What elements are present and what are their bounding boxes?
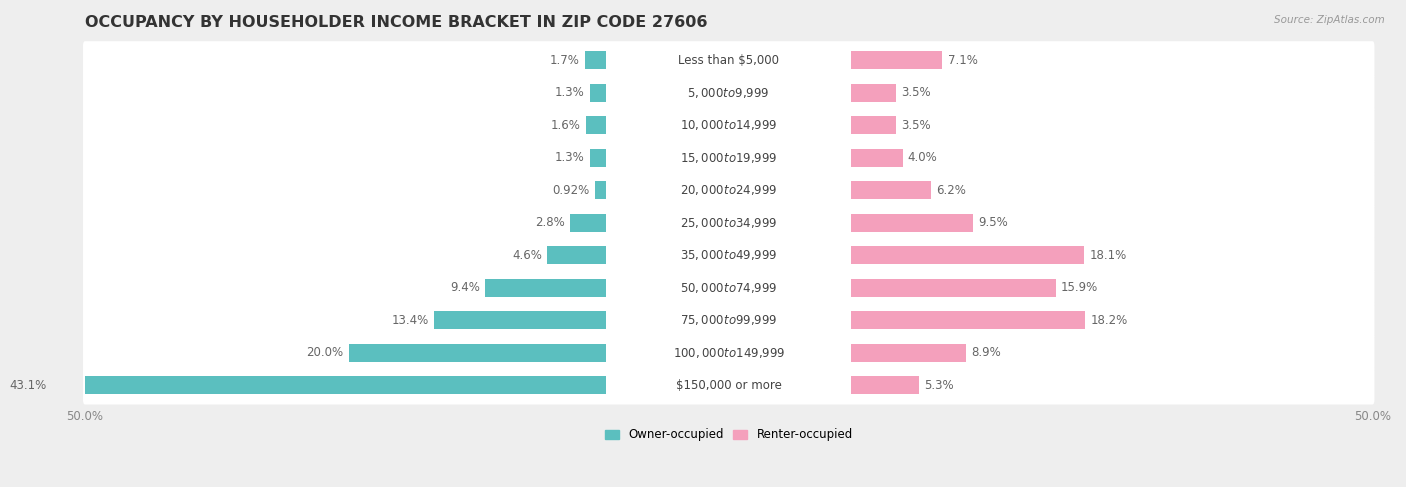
Text: 1.3%: 1.3% <box>555 151 585 164</box>
Bar <box>851 116 896 134</box>
Bar <box>851 182 931 199</box>
Text: 5.3%: 5.3% <box>924 379 955 392</box>
Text: 1.7%: 1.7% <box>550 54 579 67</box>
FancyBboxPatch shape <box>83 41 1375 79</box>
Legend: Owner-occupied, Renter-occupied: Owner-occupied, Renter-occupied <box>600 424 858 446</box>
Text: 13.4%: 13.4% <box>391 314 429 327</box>
Text: $150,000 or more: $150,000 or more <box>676 379 782 392</box>
Bar <box>851 311 1085 329</box>
Text: $5,000 to $9,999: $5,000 to $9,999 <box>688 86 770 100</box>
Text: Source: ZipAtlas.com: Source: ZipAtlas.com <box>1274 15 1385 25</box>
Bar <box>571 214 606 232</box>
Bar <box>851 376 920 394</box>
Text: 7.1%: 7.1% <box>948 54 977 67</box>
Bar <box>851 246 1084 264</box>
FancyBboxPatch shape <box>83 236 1375 275</box>
Text: 2.8%: 2.8% <box>536 216 565 229</box>
Text: $100,000 to $149,999: $100,000 to $149,999 <box>672 346 785 360</box>
Bar <box>851 52 942 69</box>
Text: 8.9%: 8.9% <box>970 346 1001 359</box>
Text: 0.92%: 0.92% <box>553 184 589 197</box>
Text: 20.0%: 20.0% <box>307 346 343 359</box>
Text: 43.1%: 43.1% <box>8 379 46 392</box>
Text: 1.3%: 1.3% <box>555 86 585 99</box>
FancyBboxPatch shape <box>83 171 1375 209</box>
Text: 9.5%: 9.5% <box>979 216 1008 229</box>
Text: Less than $5,000: Less than $5,000 <box>678 54 779 67</box>
FancyBboxPatch shape <box>83 139 1375 177</box>
Bar <box>851 149 903 167</box>
Bar <box>851 344 966 362</box>
Text: 18.1%: 18.1% <box>1090 249 1126 262</box>
FancyBboxPatch shape <box>83 204 1375 242</box>
Bar <box>595 182 606 199</box>
Text: $50,000 to $74,999: $50,000 to $74,999 <box>681 281 778 295</box>
Text: 18.2%: 18.2% <box>1091 314 1128 327</box>
FancyBboxPatch shape <box>83 106 1375 145</box>
Bar <box>485 279 606 297</box>
Text: $25,000 to $34,999: $25,000 to $34,999 <box>681 216 778 230</box>
FancyBboxPatch shape <box>83 334 1375 372</box>
Bar <box>851 84 896 102</box>
Text: $20,000 to $24,999: $20,000 to $24,999 <box>681 183 778 197</box>
Bar <box>434 311 606 329</box>
Text: 3.5%: 3.5% <box>901 119 931 132</box>
Text: 6.2%: 6.2% <box>936 184 966 197</box>
Text: 4.6%: 4.6% <box>512 249 543 262</box>
FancyBboxPatch shape <box>83 301 1375 339</box>
Text: 3.5%: 3.5% <box>901 86 931 99</box>
Text: 1.6%: 1.6% <box>551 119 581 132</box>
Text: 4.0%: 4.0% <box>908 151 938 164</box>
Text: $35,000 to $49,999: $35,000 to $49,999 <box>681 248 778 262</box>
Bar <box>851 214 973 232</box>
Bar <box>851 279 1056 297</box>
Text: OCCUPANCY BY HOUSEHOLDER INCOME BRACKET IN ZIP CODE 27606: OCCUPANCY BY HOUSEHOLDER INCOME BRACKET … <box>84 15 707 30</box>
Text: $10,000 to $14,999: $10,000 to $14,999 <box>681 118 778 132</box>
Bar <box>585 52 606 69</box>
FancyBboxPatch shape <box>83 269 1375 307</box>
Text: 9.4%: 9.4% <box>450 281 481 294</box>
Text: $75,000 to $99,999: $75,000 to $99,999 <box>681 313 778 327</box>
Bar <box>589 149 606 167</box>
Bar <box>349 344 606 362</box>
FancyBboxPatch shape <box>83 74 1375 112</box>
Text: 15.9%: 15.9% <box>1062 281 1098 294</box>
Bar <box>589 84 606 102</box>
Bar <box>547 246 606 264</box>
FancyBboxPatch shape <box>83 366 1375 405</box>
Bar <box>52 376 606 394</box>
Bar <box>586 116 606 134</box>
Text: $15,000 to $19,999: $15,000 to $19,999 <box>681 151 778 165</box>
